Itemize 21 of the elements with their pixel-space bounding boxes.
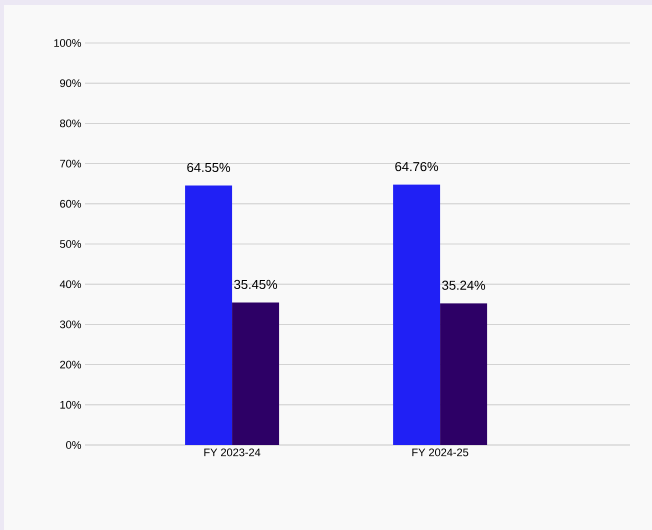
y-tick-label: 20% xyxy=(60,360,82,368)
bar xyxy=(232,302,280,445)
y-tick-label: 30% xyxy=(60,320,82,328)
bar xyxy=(185,186,232,445)
y-tick-label: 0% xyxy=(66,441,82,449)
data-label: 64.55% xyxy=(187,162,230,172)
data-label: 64.76% xyxy=(395,162,438,172)
x-tick-label: FY 2023-24 xyxy=(204,448,260,456)
y-tick-label: 70% xyxy=(60,160,82,168)
bar xyxy=(393,184,440,445)
bar xyxy=(440,303,488,445)
y-tick-label: 90% xyxy=(60,79,82,88)
y-tick-label: 80% xyxy=(60,120,82,128)
y-tick-label: 10% xyxy=(60,400,82,409)
y-tick-label: 40% xyxy=(60,280,82,288)
y-tick-label: 50% xyxy=(60,240,82,248)
x-tick-label: FY 2024-25 xyxy=(412,448,468,456)
y-tick-label: 60% xyxy=(60,200,82,208)
data-label: 35.24% xyxy=(442,280,486,290)
y-tick-label: 100% xyxy=(54,39,82,47)
data-label: 35.45% xyxy=(234,280,278,290)
